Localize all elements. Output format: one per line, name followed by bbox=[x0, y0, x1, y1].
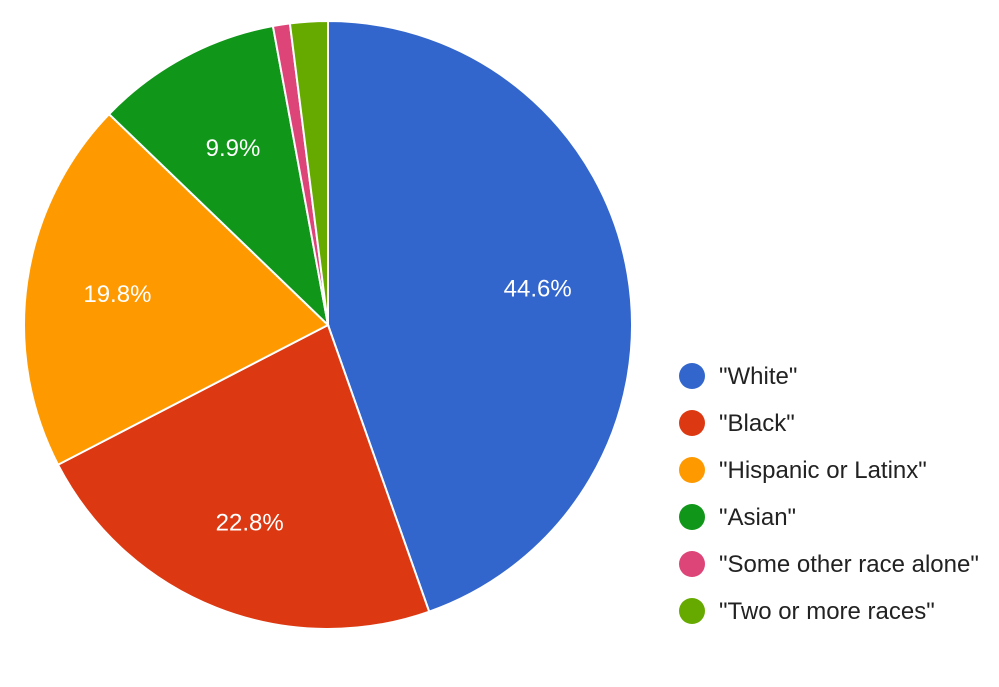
legend-item-white: "White" bbox=[679, 363, 797, 390]
legend-item-black: "Black" bbox=[679, 410, 795, 437]
legend-item-some-other-race-alone: "Some other race alone" bbox=[679, 551, 979, 578]
legend-item-two-or-more-races: "Two or more races" bbox=[679, 598, 935, 625]
pie-slice-white bbox=[327, 19, 634, 613]
legend-item-asian: "Asian" bbox=[679, 504, 796, 531]
data-label-asian: 9.9% bbox=[206, 135, 261, 162]
legend-swatch-asian bbox=[679, 504, 705, 530]
legend-label-two-or-more-races: "Two or more races" bbox=[719, 598, 935, 625]
legend-label-asian: "Asian" bbox=[719, 504, 796, 531]
legend-label-some-other-race-alone: "Some other race alone" bbox=[719, 551, 979, 578]
pie-slice-two-or-more-races bbox=[288, 19, 329, 326]
legend-item-hispanic-or-latinx: "Hispanic or Latinx" bbox=[679, 457, 927, 484]
legend-swatch-some-other-race-alone bbox=[679, 551, 705, 577]
pie-data-labels: 44.6% 22.8% 19.8% 9.9% bbox=[83, 135, 571, 537]
legend-swatch-two-or-more-races bbox=[679, 598, 705, 624]
pie-slice-asian bbox=[107, 24, 330, 328]
legend-label-white: "White" bbox=[719, 363, 797, 390]
legend: "White" "Black" "Hispanic or Latinx" "Asian… bbox=[679, 363, 979, 625]
legend-swatch-black bbox=[679, 410, 705, 436]
pie-slice-black bbox=[56, 323, 431, 630]
pie-slice-hispanic-or-latinx bbox=[23, 112, 330, 467]
data-label-white: 44.6% bbox=[504, 276, 572, 303]
data-label-black: 22.8% bbox=[216, 509, 284, 536]
legend-label-hispanic-or-latinx: "Hispanic or Latinx" bbox=[719, 457, 927, 484]
legend-swatch-hispanic-or-latinx bbox=[679, 457, 705, 483]
pie-slices bbox=[23, 19, 634, 630]
legend-swatch-white bbox=[679, 363, 705, 389]
data-label-hispanic-or-latinx: 19.8% bbox=[83, 281, 151, 308]
legend-label-black: "Black" bbox=[719, 410, 795, 437]
